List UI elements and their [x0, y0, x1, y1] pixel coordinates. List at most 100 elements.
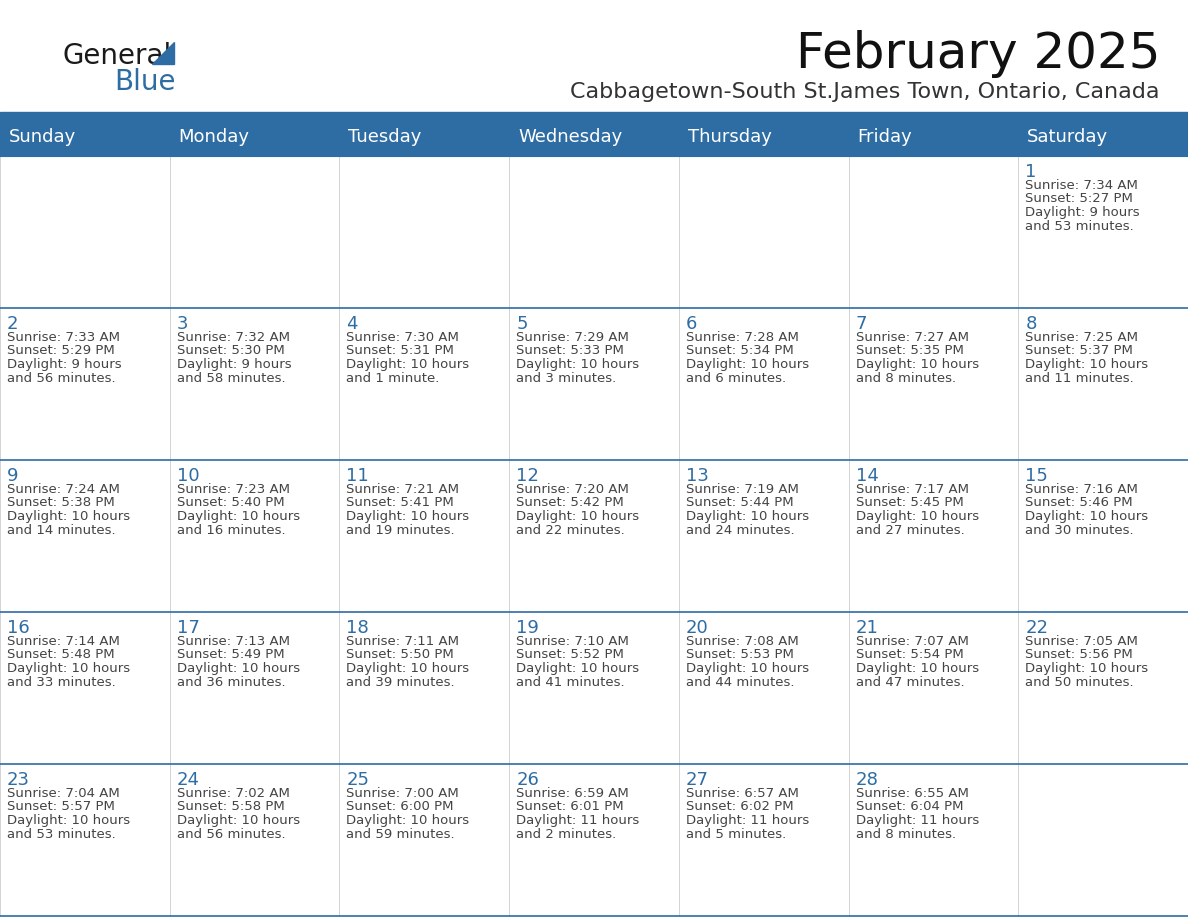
Text: 17: 17: [177, 619, 200, 637]
Text: Sunset: 5:31 PM: Sunset: 5:31 PM: [347, 344, 454, 357]
Text: Daylight: 10 hours: Daylight: 10 hours: [1025, 662, 1149, 675]
Text: Cabbagetown-South St.James Town, Ontario, Canada: Cabbagetown-South St.James Town, Ontario…: [570, 82, 1159, 102]
Text: 9: 9: [7, 467, 19, 485]
Text: Daylight: 9 hours: Daylight: 9 hours: [177, 358, 291, 371]
Text: Sunrise: 7:25 AM: Sunrise: 7:25 AM: [1025, 331, 1138, 344]
Text: Sunrise: 7:19 AM: Sunrise: 7:19 AM: [685, 483, 798, 496]
Text: Sunrise: 7:04 AM: Sunrise: 7:04 AM: [7, 787, 120, 800]
Text: Daylight: 10 hours: Daylight: 10 hours: [516, 662, 639, 675]
Bar: [0, 156, 1188, 916]
Text: and 30 minutes.: and 30 minutes.: [1025, 523, 1133, 536]
Text: Sunset: 5:34 PM: Sunset: 5:34 PM: [685, 344, 794, 357]
Text: Daylight: 9 hours: Daylight: 9 hours: [7, 358, 121, 371]
Bar: [0, 118, 170, 156]
Text: 25: 25: [347, 771, 369, 789]
Text: Sunrise: 7:27 AM: Sunrise: 7:27 AM: [855, 331, 968, 344]
Text: Sunrise: 7:32 AM: Sunrise: 7:32 AM: [177, 331, 290, 344]
Text: Sunset: 5:46 PM: Sunset: 5:46 PM: [1025, 497, 1133, 509]
Text: 6: 6: [685, 315, 697, 333]
Text: Daylight: 10 hours: Daylight: 10 hours: [177, 510, 299, 523]
Text: Sunset: 6:02 PM: Sunset: 6:02 PM: [685, 800, 794, 813]
Text: Monday: Monday: [178, 128, 249, 146]
Text: 28: 28: [855, 771, 878, 789]
Text: 22: 22: [1025, 619, 1048, 637]
Text: 3: 3: [177, 315, 188, 333]
Text: and 33 minutes.: and 33 minutes.: [7, 676, 115, 688]
Text: and 53 minutes.: and 53 minutes.: [1025, 219, 1135, 232]
Polygon shape: [152, 42, 173, 64]
Text: Daylight: 10 hours: Daylight: 10 hours: [7, 510, 131, 523]
Text: Sunset: 5:50 PM: Sunset: 5:50 PM: [347, 648, 454, 662]
Text: Daylight: 10 hours: Daylight: 10 hours: [1025, 358, 1149, 371]
Text: 2: 2: [7, 315, 19, 333]
Text: Sunset: 5:58 PM: Sunset: 5:58 PM: [177, 800, 284, 813]
Text: 21: 21: [855, 619, 878, 637]
Text: Daylight: 11 hours: Daylight: 11 hours: [685, 814, 809, 827]
Text: Sunset: 5:52 PM: Sunset: 5:52 PM: [516, 648, 624, 662]
Bar: [0, 112, 1188, 118]
Text: 12: 12: [516, 467, 539, 485]
Text: and 8 minutes.: and 8 minutes.: [855, 372, 955, 385]
Text: Sunrise: 7:16 AM: Sunrise: 7:16 AM: [1025, 483, 1138, 496]
Text: Sunset: 5:57 PM: Sunset: 5:57 PM: [7, 800, 115, 813]
Bar: [678, 118, 848, 156]
Text: 7: 7: [855, 315, 867, 333]
Text: Saturday: Saturday: [1028, 128, 1108, 146]
Text: and 27 minutes.: and 27 minutes.: [855, 523, 965, 536]
Text: Sunset: 5:48 PM: Sunset: 5:48 PM: [7, 648, 114, 662]
Text: Sunset: 5:53 PM: Sunset: 5:53 PM: [685, 648, 794, 662]
Text: 10: 10: [177, 467, 200, 485]
Text: Sunrise: 6:55 AM: Sunrise: 6:55 AM: [855, 787, 968, 800]
Text: and 19 minutes.: and 19 minutes.: [347, 523, 455, 536]
Text: 4: 4: [347, 315, 358, 333]
Text: Daylight: 10 hours: Daylight: 10 hours: [855, 358, 979, 371]
Text: and 2 minutes.: and 2 minutes.: [516, 827, 617, 841]
Text: 14: 14: [855, 467, 878, 485]
Bar: [340, 118, 510, 156]
Text: 13: 13: [685, 467, 709, 485]
Text: 24: 24: [177, 771, 200, 789]
Text: Daylight: 10 hours: Daylight: 10 hours: [685, 358, 809, 371]
Text: Sunrise: 7:28 AM: Sunrise: 7:28 AM: [685, 331, 798, 344]
Text: Sunset: 5:56 PM: Sunset: 5:56 PM: [1025, 648, 1133, 662]
Text: 26: 26: [516, 771, 539, 789]
Text: Daylight: 10 hours: Daylight: 10 hours: [7, 814, 131, 827]
Text: Thursday: Thursday: [688, 128, 772, 146]
Text: 23: 23: [7, 771, 30, 789]
Text: Daylight: 10 hours: Daylight: 10 hours: [685, 510, 809, 523]
Text: 18: 18: [347, 619, 369, 637]
Text: Daylight: 10 hours: Daylight: 10 hours: [177, 814, 299, 827]
Text: Daylight: 10 hours: Daylight: 10 hours: [177, 662, 299, 675]
Text: Daylight: 10 hours: Daylight: 10 hours: [685, 662, 809, 675]
Text: 20: 20: [685, 619, 708, 637]
Text: Sunrise: 7:21 AM: Sunrise: 7:21 AM: [347, 483, 460, 496]
Text: and 8 minutes.: and 8 minutes.: [855, 827, 955, 841]
Text: Sunrise: 7:33 AM: Sunrise: 7:33 AM: [7, 331, 120, 344]
Text: Sunset: 5:30 PM: Sunset: 5:30 PM: [177, 344, 284, 357]
Text: Daylight: 10 hours: Daylight: 10 hours: [347, 814, 469, 827]
Text: Sunset: 5:49 PM: Sunset: 5:49 PM: [177, 648, 284, 662]
Text: Sunset: 5:41 PM: Sunset: 5:41 PM: [347, 497, 454, 509]
Text: Sunrise: 7:13 AM: Sunrise: 7:13 AM: [177, 635, 290, 648]
Text: Blue: Blue: [114, 68, 176, 96]
Text: Daylight: 11 hours: Daylight: 11 hours: [516, 814, 639, 827]
Text: and 22 minutes.: and 22 minutes.: [516, 523, 625, 536]
Text: Sunset: 5:44 PM: Sunset: 5:44 PM: [685, 497, 794, 509]
Text: Sunset: 5:42 PM: Sunset: 5:42 PM: [516, 497, 624, 509]
Bar: [170, 118, 340, 156]
Text: Wednesday: Wednesday: [518, 128, 623, 146]
Text: Sunrise: 7:11 AM: Sunrise: 7:11 AM: [347, 635, 460, 648]
Text: and 50 minutes.: and 50 minutes.: [1025, 676, 1133, 688]
Text: 5: 5: [516, 315, 527, 333]
Text: Sunrise: 7:02 AM: Sunrise: 7:02 AM: [177, 787, 290, 800]
Text: 27: 27: [685, 771, 709, 789]
Text: and 24 minutes.: and 24 minutes.: [685, 523, 795, 536]
Text: and 14 minutes.: and 14 minutes.: [7, 523, 115, 536]
Text: and 3 minutes.: and 3 minutes.: [516, 372, 617, 385]
Text: Sunset: 5:45 PM: Sunset: 5:45 PM: [855, 497, 963, 509]
Text: Sunset: 5:27 PM: Sunset: 5:27 PM: [1025, 193, 1133, 206]
Text: Daylight: 11 hours: Daylight: 11 hours: [855, 814, 979, 827]
Text: and 36 minutes.: and 36 minutes.: [177, 676, 285, 688]
Text: Sunset: 5:40 PM: Sunset: 5:40 PM: [177, 497, 284, 509]
Text: Sunset: 6:01 PM: Sunset: 6:01 PM: [516, 800, 624, 813]
